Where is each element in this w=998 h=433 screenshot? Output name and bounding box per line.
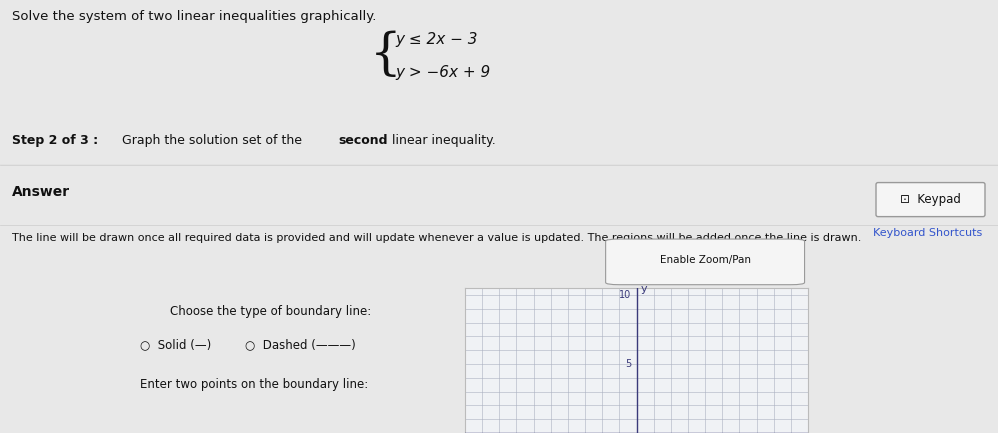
Text: linear inequality.: linear inequality. xyxy=(388,134,496,147)
Text: The line will be drawn once all required data is provided and will update whenev: The line will be drawn once all required… xyxy=(12,233,861,242)
Text: Solve the system of two linear inequalities graphically.: Solve the system of two linear inequalit… xyxy=(12,10,376,23)
FancyBboxPatch shape xyxy=(658,248,792,280)
Text: ○  Dashed (———): ○ Dashed (———) xyxy=(245,338,355,351)
Text: 10: 10 xyxy=(619,290,632,300)
Text: Enable Zoom/Pan: Enable Zoom/Pan xyxy=(660,255,750,265)
Text: Keyboard Shortcuts: Keyboard Shortcuts xyxy=(872,228,982,238)
Text: 5: 5 xyxy=(625,359,632,369)
Text: y > −6x + 9: y > −6x + 9 xyxy=(395,65,490,80)
Text: Step 2 of 3 :: Step 2 of 3 : xyxy=(12,134,98,147)
Text: y: y xyxy=(641,284,648,294)
Text: Graph the solution set of the: Graph the solution set of the xyxy=(118,134,306,147)
Text: Enable Zoom/Pan: Enable Zoom/Pan xyxy=(677,259,773,269)
FancyBboxPatch shape xyxy=(606,239,804,285)
Text: second: second xyxy=(338,134,387,147)
Text: Enter two points on the boundary line:: Enter two points on the boundary line: xyxy=(140,378,368,391)
Text: ○  Solid (—): ○ Solid (—) xyxy=(140,338,212,351)
FancyBboxPatch shape xyxy=(876,183,985,216)
Text: {: { xyxy=(370,30,402,80)
Text: Choose the type of boundary line:: Choose the type of boundary line: xyxy=(170,305,371,318)
Text: y ≤ 2x − 3: y ≤ 2x − 3 xyxy=(395,32,477,47)
Text: ⊡  Keypad: ⊡ Keypad xyxy=(900,193,961,206)
Text: Answer: Answer xyxy=(12,184,70,199)
